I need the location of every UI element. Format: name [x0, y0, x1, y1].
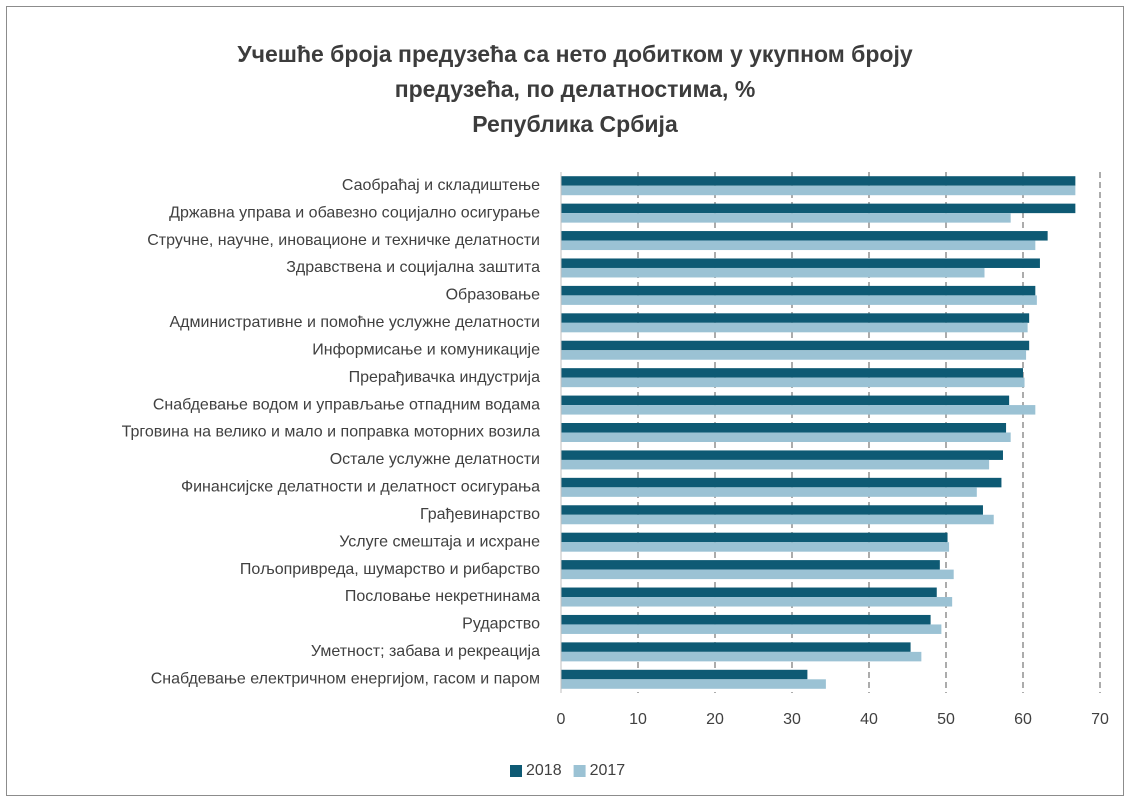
- y-tick-label: Образовање: [446, 287, 541, 304]
- bar: [561, 679, 826, 689]
- x-tick-label: 40: [860, 711, 878, 728]
- y-tick-label: Снабдевање водом и управљање отпадним во…: [153, 396, 540, 413]
- y-tick-label: Државна управа и обавезно социјално осиг…: [169, 204, 540, 221]
- bar: [561, 432, 1011, 442]
- bar: [561, 395, 1010, 406]
- y-tick-label: Остале услужне делатности: [330, 451, 540, 468]
- bar: [561, 669, 808, 680]
- bar: [561, 285, 1036, 296]
- y-tick-label: Снабдевање електричном енергијом, гасом …: [151, 671, 540, 688]
- bar: [561, 295, 1037, 305]
- x-tick-label: 20: [706, 711, 724, 728]
- bar: [561, 642, 911, 652]
- bar: [561, 313, 1030, 323]
- x-tick-label: 70: [1091, 711, 1109, 728]
- y-tick-label: Трговина на велико и мало и поправка мот…: [122, 424, 541, 441]
- x-tick-label: 0: [557, 711, 566, 728]
- bar: [561, 505, 983, 515]
- bar: [561, 560, 940, 570]
- bar: [561, 624, 942, 634]
- bar: [561, 587, 937, 598]
- y-tick-label: Финансијске делатности и делатност осигу…: [181, 479, 540, 496]
- y-tick-label: Пословање некретнинама: [345, 588, 540, 605]
- bar: [561, 459, 990, 470]
- y-tick-label: Административне и помоћне услужне делатн…: [170, 314, 541, 331]
- bar: [561, 614, 931, 625]
- bar: [561, 514, 994, 525]
- bar: [561, 231, 1048, 241]
- bar: [561, 258, 1040, 268]
- legend-label: 2018: [526, 762, 562, 779]
- y-tick-label: Прерађивачка индустрија: [349, 369, 540, 386]
- x-tick-label: 60: [1014, 711, 1032, 728]
- bar: [561, 569, 954, 580]
- y-tick-label: Уметност; забава и рекреација: [311, 643, 540, 660]
- legend-swatch: [573, 765, 586, 777]
- legend-swatch: [510, 765, 522, 777]
- bar: [561, 240, 1036, 251]
- y-tick-label: Информисање и комуникације: [312, 341, 540, 358]
- legend-label: 2017: [590, 762, 626, 779]
- bar: [561, 487, 977, 497]
- x-tick-label: 50: [937, 711, 955, 728]
- y-tick-label: Услуге смештаја и исхране: [339, 533, 540, 550]
- bar: [561, 450, 1003, 460]
- y-tick-label: Стручне, научне, иновационе и техничке д…: [147, 232, 540, 249]
- bar: [561, 322, 1028, 333]
- bar: [561, 542, 950, 552]
- bar: [561, 405, 1036, 415]
- y-tick-label: Здравствена и социјална заштита: [286, 259, 540, 276]
- x-tick-label: 30: [783, 711, 801, 728]
- chart-title: предузећа, по делатностима, %: [395, 76, 756, 102]
- y-tick-label: Грађевинарство: [420, 506, 540, 523]
- bar: [561, 340, 1030, 351]
- bar: [561, 176, 1076, 186]
- bar: [561, 477, 1002, 488]
- y-tick-label: Рударство: [462, 616, 540, 633]
- bar: [561, 350, 1027, 360]
- chart-title: Република Србија: [472, 111, 678, 137]
- bar: [561, 213, 1011, 223]
- bar: [561, 267, 985, 278]
- bar: [561, 532, 948, 543]
- chart-title: Учешће броја предузећа са нето добитком …: [237, 41, 913, 67]
- bar: [561, 185, 1076, 196]
- bar: [561, 597, 953, 607]
- bar: [561, 377, 1025, 388]
- bar: [561, 651, 922, 662]
- y-tick-label: Саобраћај и складиштење: [342, 177, 540, 194]
- bar: [561, 368, 1023, 378]
- y-tick-label: Пољопривреда, шумарство и рибарство: [240, 561, 540, 578]
- bar: [561, 423, 1007, 433]
- bar: [561, 203, 1076, 214]
- x-tick-label: 10: [629, 711, 647, 728]
